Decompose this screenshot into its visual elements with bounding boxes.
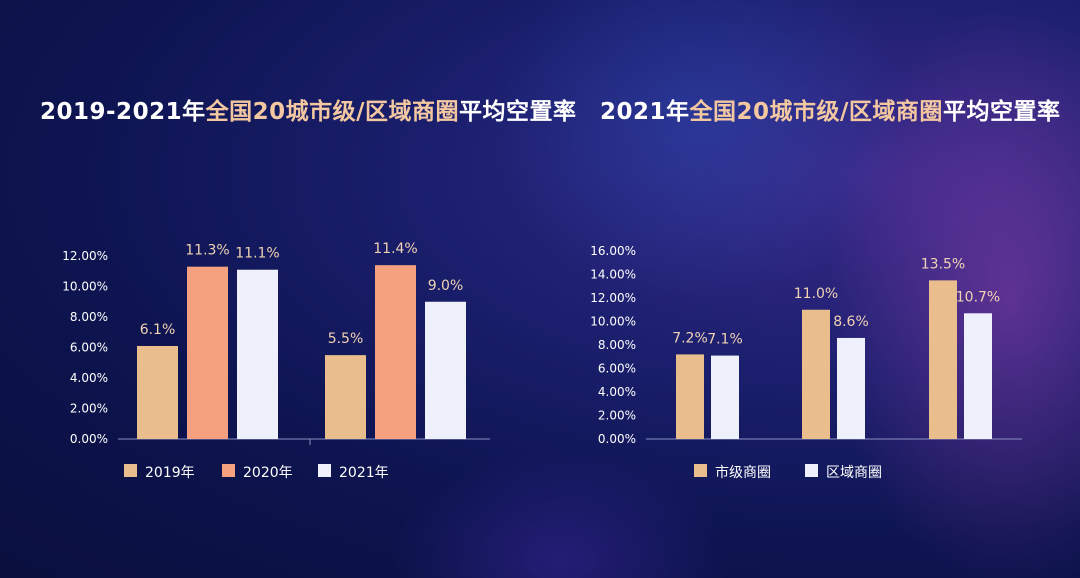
- legend-swatch: [805, 464, 818, 477]
- legend-swatch: [318, 464, 331, 477]
- bar: [711, 355, 739, 439]
- data-label: 11.0%: [794, 286, 838, 302]
- y-tick-label: 2.00%: [70, 402, 108, 416]
- data-label: 13.5%: [921, 256, 965, 272]
- bar: [802, 309, 830, 439]
- bar: [375, 265, 416, 439]
- data-label: 7.2%: [672, 330, 708, 346]
- y-tick-label: 10.00%: [62, 280, 108, 294]
- bar: [137, 345, 178, 439]
- y-tick-label: 16.00%: [590, 244, 636, 258]
- bar: [676, 354, 704, 439]
- legend-label: 区域商圈: [826, 465, 882, 481]
- legend-label: 2019年: [145, 465, 195, 481]
- data-label: 11.4%: [373, 241, 417, 257]
- data-label: 10.7%: [956, 289, 1000, 305]
- left-chart-title: 2019-2021年全国20城市级/区域商圈平均空置率: [40, 99, 577, 125]
- bar: [425, 301, 466, 439]
- legend-swatch: [694, 464, 707, 477]
- data-label: 9.0%: [428, 278, 464, 294]
- y-tick-label: 8.00%: [70, 310, 108, 324]
- data-label: 8.6%: [833, 314, 869, 330]
- bar: [187, 266, 228, 439]
- y-tick-label: 0.00%: [70, 432, 108, 446]
- y-tick-label: 4.00%: [70, 371, 108, 385]
- data-label: 11.3%: [185, 243, 229, 259]
- y-tick-label: 4.00%: [598, 385, 636, 399]
- y-tick-label: 8.00%: [598, 338, 636, 352]
- y-tick-label: 12.00%: [590, 291, 636, 305]
- y-tick-label: 12.00%: [62, 249, 108, 263]
- y-tick-label: 6.00%: [70, 341, 108, 355]
- data-label: 6.1%: [140, 322, 176, 338]
- legend-label: 2020年: [243, 465, 293, 481]
- y-tick-label: 2.00%: [598, 409, 636, 423]
- bar: [837, 337, 865, 439]
- legend-label: 市级商圈: [715, 464, 771, 481]
- legend-swatch: [124, 464, 137, 477]
- data-label: 7.1%: [707, 332, 743, 348]
- bar: [964, 313, 992, 439]
- y-tick-label: 14.00%: [590, 268, 636, 282]
- y-tick-label: 0.00%: [598, 432, 636, 446]
- y-tick-label: 6.00%: [598, 362, 636, 376]
- y-tick-label: 10.00%: [590, 315, 636, 329]
- data-label: 11.1%: [235, 246, 279, 262]
- right-chart-title: 2021年全国20城市级/区域商圈平均空置率: [600, 99, 1061, 125]
- data-label: 5.5%: [328, 331, 364, 347]
- legend-swatch: [222, 464, 235, 477]
- bar: [929, 280, 957, 439]
- bar: [325, 355, 366, 439]
- bar: [237, 269, 278, 439]
- legend-label: 2021年: [339, 465, 389, 481]
